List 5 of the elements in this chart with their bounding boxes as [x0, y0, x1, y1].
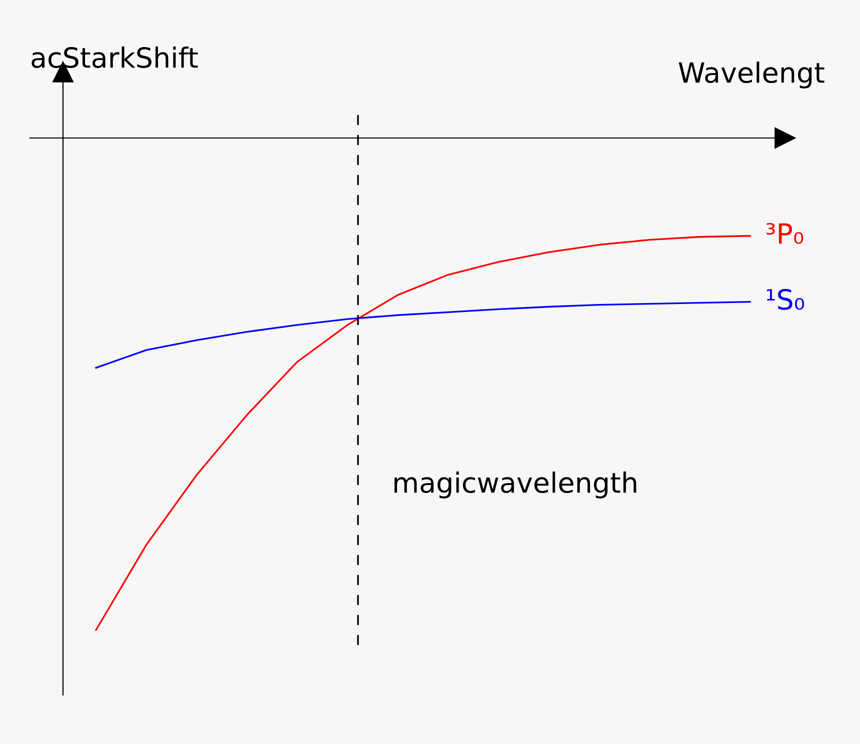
- x-axis-title: Wavelengt: [678, 62, 824, 88]
- annotation: magicwavelength: [394, 472, 636, 498]
- y-axis-title: acStarkShift: [32, 46, 198, 68]
- series-label: ³P₀: [766, 222, 804, 244]
- series-label: ¹S₀: [766, 288, 804, 310]
